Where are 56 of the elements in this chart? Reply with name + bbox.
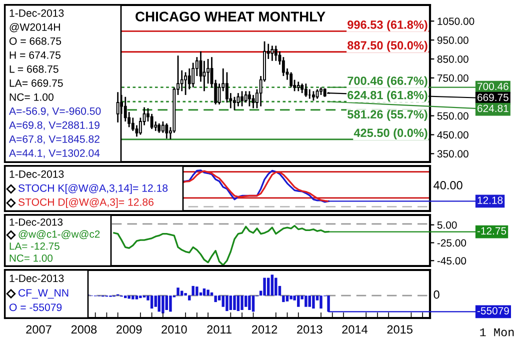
annotation: 1-Dec-2013 <box>10 274 64 282</box>
y-tick-label: 750.00 <box>437 74 468 82</box>
annotation: 1-Dec-2013 <box>10 218 63 226</box>
y-tick-label: -25.00 <box>437 239 466 247</box>
ref-line-label: 0 <box>434 290 440 299</box>
annotation: H = 674.75 <box>10 51 60 59</box>
y-tick-label: 350.00 <box>437 150 468 158</box>
annotation: 624.81 <box>478 104 508 112</box>
annotation: -55079 <box>477 307 509 314</box>
y-tick-label: 450.00 <box>437 131 468 139</box>
text: 40.00 <box>434 181 462 190</box>
annotation: O = 668.75 <box>10 37 62 45</box>
series-label: @w@c1-@w@c2 <box>18 230 100 240</box>
annotation: A=44.1, V=1302.04 <box>9 149 100 158</box>
annotation: 1-Dec-2013 <box>10 9 64 17</box>
x-tick-label: 2013 <box>297 325 322 334</box>
y-tick-label: -45.00 <box>437 257 466 265</box>
annotation: 669.75 <box>478 94 508 102</box>
annotation: A=-56.9, V=-960.50 <box>9 107 101 116</box>
annotation: 700.46 <box>478 82 508 90</box>
chart-title: CHICAGO WHEAT MONTHLY <box>136 12 326 22</box>
ref-line-label: 700.46 (66.7%) <box>348 76 428 88</box>
annotation: NC= 1.00 <box>10 93 54 101</box>
x-axis-title: 1 Mon <box>480 328 514 336</box>
series-label: CF_W_NN <box>18 289 68 299</box>
x-tick-label: 2009 <box>116 325 142 334</box>
x-tick-label: 2008 <box>71 325 97 334</box>
annotation: LA= -12.75 <box>10 242 60 250</box>
x-tick-label: 2010 <box>162 325 187 334</box>
series-label: STOCH K[@W@A,3,14]= 12.18 <box>18 184 168 194</box>
ref-line-label: 996.53 (61.8%) <box>348 20 428 32</box>
y-tick-label: 1050.00 <box>438 18 474 25</box>
annotation: NC= 1.00 <box>10 254 53 262</box>
annotation: 12.18 <box>478 196 503 204</box>
annotation: 1-Dec-2013 <box>10 170 64 178</box>
y-tick-label: 950.00 <box>437 36 468 44</box>
annotation: A=69.8, V=2881.19 <box>9 121 100 130</box>
annotation: LA= 669.75 <box>10 79 63 87</box>
y-tick-label: 550.00 <box>437 112 468 120</box>
x-tick-label: 2007 <box>26 325 52 334</box>
ref-line-label: 624.81 (61.8%) <box>348 90 428 102</box>
annotation: O = -55079 <box>10 304 62 312</box>
annotation: L = 668.75 <box>10 65 58 73</box>
x-tick-label: 2014 <box>342 325 368 334</box>
x-tick-label: 2011 <box>207 325 232 334</box>
annotation: -12.75 <box>477 227 506 235</box>
text: STOCH D[@W@A,3]= 12.86 <box>18 198 154 208</box>
y-tick-label: 5.00 <box>437 221 457 229</box>
ref-line-label: 887.50 (50.0%) <box>348 40 428 52</box>
ref-line-label: 425.50 (0.0%) <box>354 128 428 140</box>
ref-line-label: 581.26 (55.7%) <box>348 110 428 121</box>
y-tick-label: 850.00 <box>437 55 468 63</box>
annotation: A=67.8, V=1845.82 <box>9 135 100 144</box>
annotation: @W2014H <box>10 23 60 32</box>
x-tick-label: 2012 <box>252 325 278 334</box>
x-tick-label: 2015 <box>387 325 412 334</box>
